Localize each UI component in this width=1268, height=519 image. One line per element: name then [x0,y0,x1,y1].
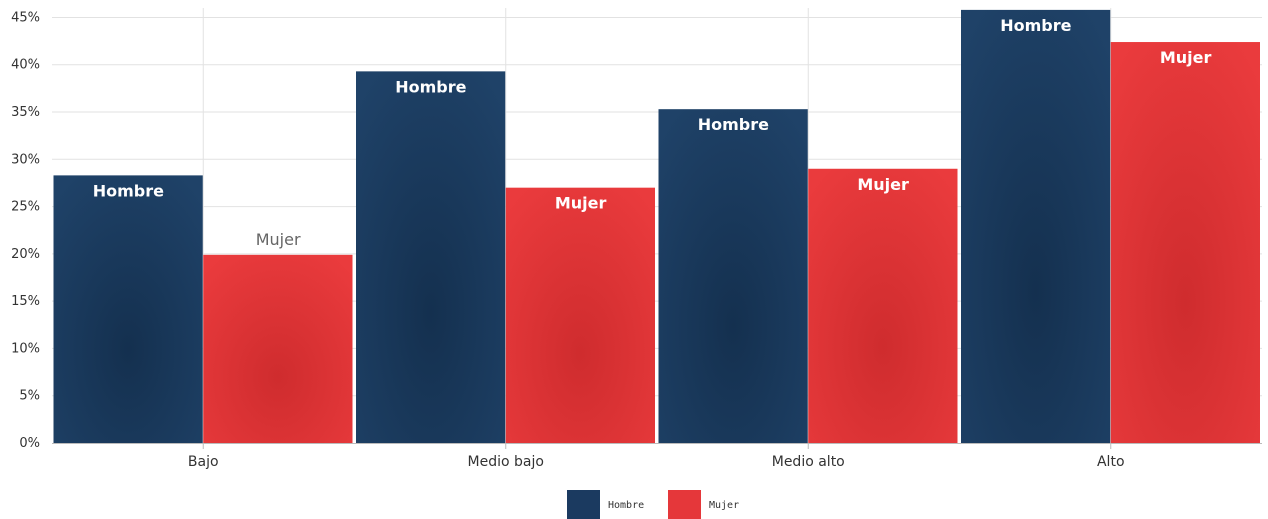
y-tick-label: 30% [11,152,40,167]
bar-mujer[interactable] [203,254,353,443]
legend-swatch-hombre [567,490,600,519]
legend-label-hombre: Hombre [608,500,644,511]
y-axis-ticks: 0% 5% 10% 15% 20% 25% 30% 35% 40% 45% [11,10,40,451]
y-tick-label: 10% [11,341,40,356]
x-category-label: Medio bajo [468,454,544,470]
bar-mujer[interactable] [505,187,655,443]
data-label-hombre: Hombre [93,181,164,200]
y-tick-label: 20% [11,247,40,262]
y-tick-label: 35% [11,105,40,120]
y-tick-label: 25% [11,200,40,215]
y-tick-label: 0% [19,436,40,451]
bar-hombre[interactable] [356,71,506,443]
x-axis: Bajo Medio bajo Medio alto Alto [52,443,1262,470]
legend-item-hombre[interactable]: Hombre [567,490,644,519]
legend: Hombre Mujer [567,490,739,519]
legend-label-mujer: Mujer [709,500,739,511]
bar-hombre[interactable] [53,175,203,443]
data-label-mujer: Mujer [857,175,909,194]
y-tick-label: 40% [11,58,40,73]
y-tick-label: 5% [19,389,40,404]
bar-hombre[interactable] [961,9,1111,444]
legend-item-mujer[interactable]: Mujer [668,490,739,519]
legend-swatch-mujer [668,490,701,519]
bar-mujer[interactable] [808,168,958,443]
x-category-label: Medio alto [772,454,845,470]
y-tick-label: 45% [11,10,40,25]
data-label-mujer: Mujer [256,230,301,249]
x-category-label: Bajo [188,454,219,470]
bar-hombre[interactable] [658,109,808,443]
bars: Hombre Hombre Hombre Hombre Mujer Mujer Mujer M… [53,9,1260,444]
y-tick-label: 15% [11,294,40,309]
data-label-hombre: Hombre [395,77,466,96]
data-label-hombre: Hombre [698,115,769,134]
data-label-mujer: Mujer [555,194,607,213]
data-label-mujer: Mujer [1160,48,1212,67]
bar-mujer[interactable] [1110,42,1260,443]
data-label-hombre: Hombre [1000,16,1071,35]
x-category-label: Alto [1097,454,1125,470]
